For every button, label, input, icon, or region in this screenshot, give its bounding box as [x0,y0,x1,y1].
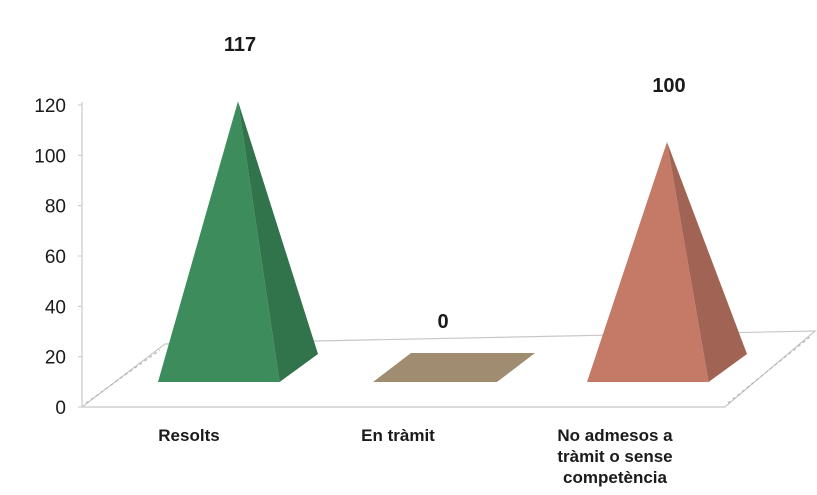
pyramid-side-2 [667,142,747,382]
x-category-label-line: En tràmit [361,426,435,445]
data-labels-group: 117 0 100 [224,34,686,333]
y-tick-label: 80 [45,197,66,218]
pyramid-front-0 [158,101,280,382]
x-category-label-line: Resolts [158,426,220,445]
y-axis: 0 20 40 60 80 100 120 [34,96,82,419]
data-label: 117 [224,34,256,56]
y-tick-label: 100 [34,146,66,167]
pyramid-front-2 [587,142,709,382]
x-category-label: No admesos a tràmit o sense competència [515,425,715,488]
y-tick-label: 120 [34,96,66,117]
data-label: 0 [437,311,448,333]
y-tick-label: 20 [45,348,66,369]
y-tick-label: 40 [45,297,66,318]
y-tick-label: 0 [55,398,66,419]
x-category-label: En tràmit [298,425,498,446]
x-category-label: Resolts [89,425,289,446]
data-label: 100 [652,75,685,97]
bars-group [158,101,747,382]
y-tick-label: 60 [45,247,66,268]
x-category-label-line: tràmit o sense [557,447,673,466]
pyramid-flat-1 [373,353,535,382]
x-category-label-line: No admesos a [557,426,673,445]
pyramid-side-0 [238,101,318,382]
x-category-label-line: competència [563,468,667,487]
